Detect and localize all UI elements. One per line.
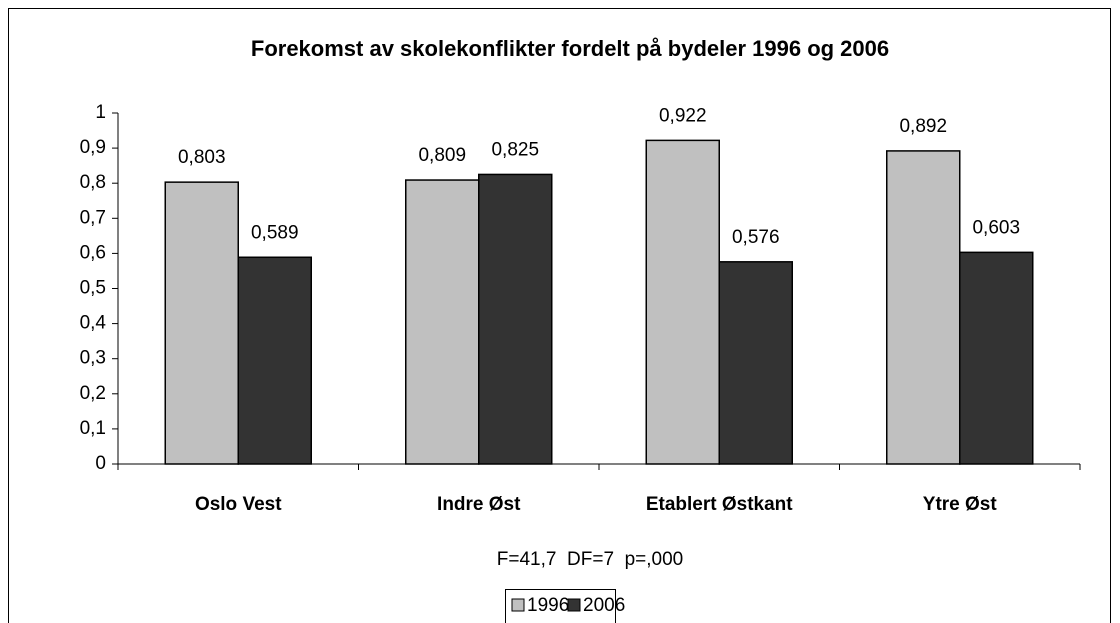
data-label: 0,803 xyxy=(178,147,226,168)
x-tick-label: Indre Øst xyxy=(437,494,521,515)
bar xyxy=(645,139,720,465)
y-tick-label: 0,2 xyxy=(80,383,106,404)
x-tick-label: Etablert Østkant xyxy=(646,494,793,515)
bar xyxy=(959,251,1034,465)
y-tick-label: 0,4 xyxy=(80,313,107,334)
bar xyxy=(164,181,239,465)
legend-label: 2006 xyxy=(583,595,625,616)
y-tick-label: 0 xyxy=(95,453,106,474)
y-tick-label: 0,6 xyxy=(80,242,106,263)
data-label: 0,576 xyxy=(732,227,780,248)
y-tick-label: 0,7 xyxy=(80,207,106,228)
y-tick-label: 0,1 xyxy=(80,418,106,439)
data-label: 0,603 xyxy=(972,217,1020,238)
data-label: 0,892 xyxy=(899,116,947,137)
chart-border xyxy=(8,8,1111,623)
bar xyxy=(886,150,961,465)
y-tick-label: 0,3 xyxy=(80,348,106,369)
data-label: 0,809 xyxy=(418,145,466,166)
data-label: 0,825 xyxy=(491,139,539,160)
bar xyxy=(405,179,480,465)
y-tick-label: 0,9 xyxy=(80,137,106,158)
y-tick-label: 1 xyxy=(95,102,106,123)
data-label: 0,589 xyxy=(251,222,299,243)
y-tick-label: 0,5 xyxy=(80,278,106,299)
bar xyxy=(237,256,312,465)
x-tick-label: Oslo Vest xyxy=(195,494,282,515)
legend-label: 1996 xyxy=(527,595,569,616)
legend-swatch xyxy=(511,598,525,612)
chart-title: Forekomst av skolekonflikter fordelt på … xyxy=(251,36,889,61)
annotation: F=41,7 DF=7 p=,000 xyxy=(497,549,683,570)
x-tick-label: Ytre Øst xyxy=(923,494,998,515)
y-tick-label: 0,8 xyxy=(80,172,106,193)
bar xyxy=(718,261,793,465)
legend-swatch xyxy=(567,598,581,612)
data-label: 0,922 xyxy=(659,105,707,126)
bar xyxy=(478,173,553,465)
